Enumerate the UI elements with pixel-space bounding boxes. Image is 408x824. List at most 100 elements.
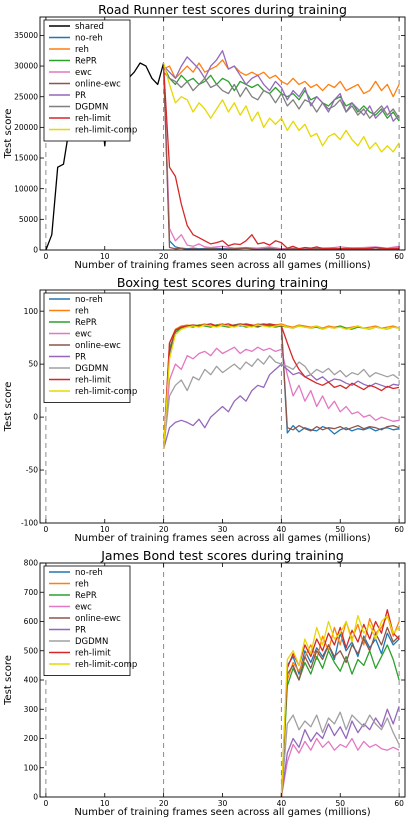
legend-label: reh-limit-comp bbox=[75, 660, 137, 670]
x-tick-label: 50 bbox=[335, 252, 345, 261]
legend-label: reh bbox=[75, 580, 89, 590]
chart-title: Boxing test scores during training bbox=[117, 275, 328, 290]
legend-label: reh-limit bbox=[75, 649, 111, 659]
y-tick-label: 0 bbox=[33, 413, 38, 422]
series-line-reh bbox=[280, 614, 400, 798]
legend-label: reh-limit-comp bbox=[75, 126, 137, 136]
y-axis-label: Test score bbox=[3, 382, 14, 433]
legend-label: ewc bbox=[75, 603, 92, 613]
y-tick-label: 800 bbox=[24, 559, 39, 568]
legend-label: reh bbox=[75, 307, 89, 317]
y-tick-label: 0 bbox=[33, 793, 38, 802]
x-tick-label: 20 bbox=[159, 252, 169, 261]
x-tick-label: 30 bbox=[218, 252, 228, 261]
series-line-reh bbox=[163, 59, 400, 98]
x-tick-label: 10 bbox=[100, 799, 110, 808]
legend-label: online-ewc bbox=[75, 341, 121, 351]
x-tick-label: 0 bbox=[43, 525, 48, 534]
legend-label: reh-limit-comp bbox=[75, 387, 137, 397]
y-tick-label: 25000 bbox=[14, 92, 38, 101]
legend-label: RePR bbox=[75, 591, 97, 601]
series-line-DGDMN bbox=[162, 355, 400, 449]
series-line-PR bbox=[163, 50, 400, 122]
x-tick-label: 0 bbox=[43, 252, 48, 261]
series-line-DGDMN bbox=[280, 711, 400, 798]
legend-label: PR bbox=[75, 91, 86, 101]
legend-label: online-ewc bbox=[75, 80, 121, 90]
x-axis-label: Number of training frames seen across al… bbox=[74, 533, 370, 544]
x-tick-label: 30 bbox=[218, 799, 228, 808]
x-tick-label: 50 bbox=[335, 799, 345, 808]
series-line-online-ewc bbox=[280, 626, 400, 798]
y-tick-label: 50 bbox=[28, 360, 38, 369]
y-tick-label: 30000 bbox=[14, 62, 38, 71]
chart-title: Road Runner test scores during training bbox=[98, 2, 347, 17]
chart-3: James Bond test scores during training 0 1… bbox=[3, 548, 406, 818]
y-tick-label: 15000 bbox=[14, 154, 38, 163]
y-tick-label: 600 bbox=[24, 617, 39, 626]
series-line-reh-limit bbox=[162, 66, 400, 250]
x-tick-label: 20 bbox=[159, 525, 169, 534]
legend-label: online-ewc bbox=[75, 614, 121, 624]
y-tick-label: 300 bbox=[24, 705, 39, 714]
legend-label: RePR bbox=[75, 318, 97, 328]
x-axis-label: Number of training frames seen across al… bbox=[74, 807, 370, 818]
legend-label: PR bbox=[75, 353, 86, 363]
x-tick-label: 40 bbox=[277, 252, 287, 261]
x-tick-label: 60 bbox=[394, 799, 404, 808]
x-tick-label: 60 bbox=[394, 525, 404, 534]
y-tick-label: 0 bbox=[33, 246, 38, 255]
series-line-no-reh bbox=[162, 323, 400, 449]
legend-label: no-reh bbox=[75, 295, 103, 305]
x-tick-label: 20 bbox=[159, 799, 169, 808]
y-tick-label: 200 bbox=[24, 734, 39, 743]
series-line-PR bbox=[280, 706, 400, 798]
y-tick-label: -100 bbox=[21, 519, 38, 528]
series-line-reh-limit bbox=[280, 609, 400, 798]
chart-1: Road Runner test scores during training 0… bbox=[3, 2, 406, 271]
x-tick-label: 0 bbox=[43, 799, 48, 808]
legend-label: DGDMN bbox=[75, 364, 108, 374]
series-line-RePR bbox=[280, 644, 400, 798]
legend-box bbox=[43, 19, 131, 142]
legend-label: reh-limit bbox=[75, 376, 111, 386]
legend-label: no-reh bbox=[75, 568, 103, 578]
x-tick-label: 10 bbox=[100, 252, 110, 261]
y-tick-label: 10000 bbox=[14, 184, 38, 193]
legend-label: RePR bbox=[75, 57, 97, 67]
y-tick-label: 20000 bbox=[14, 123, 38, 132]
x-tick-label: 40 bbox=[277, 525, 287, 534]
series-line-DGDMN bbox=[163, 71, 400, 119]
x-axis-label: Number of training frames seen across al… bbox=[74, 260, 370, 271]
series-line-ewc bbox=[280, 737, 400, 798]
legend-label: reh-limit bbox=[75, 114, 111, 124]
y-tick-label: 100 bbox=[24, 763, 39, 772]
series-line-shared bbox=[45, 62, 165, 251]
x-tick-label: 10 bbox=[100, 525, 110, 534]
y-tick-label: 500 bbox=[24, 646, 39, 655]
legend: sharedno-rehrehRePRewconline-ewcPRDGDMNr… bbox=[43, 19, 137, 142]
y-tick-label: 5000 bbox=[19, 215, 38, 224]
legend-label: PR bbox=[75, 626, 86, 636]
x-tick-label: 50 bbox=[335, 525, 345, 534]
chart-title: James Bond test scores during training bbox=[100, 548, 344, 563]
series-line-reh-limit-comp bbox=[162, 324, 400, 449]
y-tick-label: 100 bbox=[24, 307, 39, 316]
legend-label: shared bbox=[75, 22, 104, 32]
y-tick-label: -50 bbox=[26, 466, 38, 475]
series-line-reh-limit-comp bbox=[280, 614, 400, 798]
legend-label: reh bbox=[75, 45, 89, 55]
legend-label: no-reh bbox=[75, 34, 103, 44]
legend-label: ewc bbox=[75, 330, 92, 340]
legend-label: DGDMN bbox=[75, 637, 108, 647]
series-line-online-ewc bbox=[162, 66, 400, 251]
y-tick-label: 35000 bbox=[14, 31, 38, 40]
legend-label: DGDMN bbox=[75, 103, 108, 113]
y-tick-label: 400 bbox=[24, 676, 39, 685]
chart-2: Boxing test scores during training 0 10 20 3… bbox=[3, 275, 406, 544]
legend-label: ewc bbox=[75, 68, 92, 78]
series-line-reh-limit-comp bbox=[162, 62, 400, 153]
